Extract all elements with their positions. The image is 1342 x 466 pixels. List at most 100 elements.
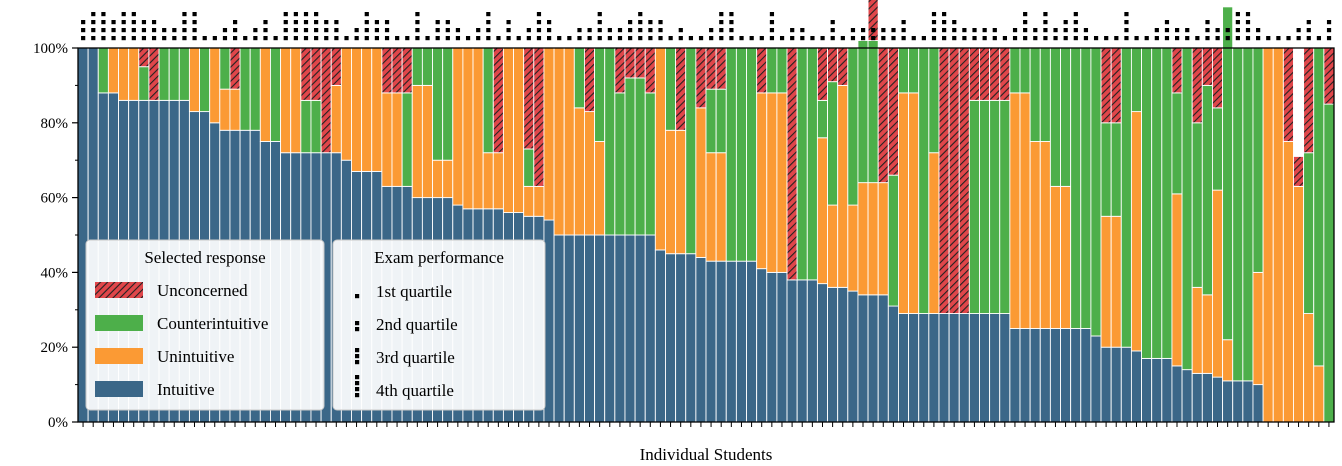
legend-title: Selected response (144, 248, 265, 267)
quartile-dot (283, 36, 288, 41)
quartile-dot (354, 36, 359, 41)
quartile-dot (790, 36, 795, 41)
bar-segment-intuitive (1009, 328, 1021, 423)
bar-segment-counterintuitive (1090, 47, 1102, 337)
bar-segment-intuitive (827, 286, 839, 423)
quartile-dot (334, 36, 339, 41)
quartile-dot (314, 28, 319, 33)
quartile-dot (1326, 20, 1332, 25)
bar-segment-intuitive (715, 260, 727, 423)
bar-segment-unconcerned (310, 47, 322, 101)
quartile-dot (536, 28, 542, 33)
quartile-dot (1043, 28, 1048, 33)
quartile-dot (1164, 36, 1170, 41)
quartile-dot (678, 28, 683, 33)
bar-segment-unconcerned (837, 47, 849, 86)
bar-segment-unconcerned (533, 47, 545, 187)
quartile-dot (1306, 36, 1311, 41)
quartile-dot (800, 28, 805, 33)
quartile-dot (719, 36, 724, 41)
bar-segment-counterintuitive (1120, 47, 1132, 348)
quartile-dot (283, 28, 288, 33)
quartile-dot (314, 12, 319, 17)
quartile-dot (1256, 28, 1261, 33)
quartile-dot (1083, 28, 1089, 33)
quartile-dot (658, 36, 663, 41)
bar-segment-unintuitive (188, 47, 200, 113)
bar-segment-counterintuitive (1039, 47, 1051, 142)
bar-segment-intuitive (665, 253, 677, 423)
quartile-dot (1124, 12, 1129, 17)
bar-segment-unintuitive (877, 182, 889, 296)
bar-segment-unconcerned (675, 47, 687, 131)
bar-segment-counterintuitive (776, 47, 788, 94)
quartile-dot (1286, 36, 1291, 41)
bar-segment-intuitive (746, 260, 758, 423)
y-tick-label: 80% (41, 116, 69, 132)
quartile-dot (800, 36, 805, 41)
bar-segment-intuitive (999, 313, 1011, 423)
quartile-dot (415, 36, 420, 41)
quartile-dot (1185, 36, 1190, 41)
quartile-dot (233, 36, 238, 41)
bar-segment-unintuitive (1110, 215, 1122, 348)
quartile-dot (871, 28, 876, 33)
bar-segment-intuitive (786, 279, 798, 423)
quartile-dot (364, 20, 369, 25)
legend-quartile-dot (355, 381, 360, 386)
bar-segment-counterintuitive (573, 47, 585, 109)
bar-segment-counterintuitive (1009, 47, 1021, 94)
bar-segment-unconcerned (979, 47, 991, 101)
quartile-dot (334, 28, 339, 33)
bar-segment-intuitive (1070, 328, 1082, 423)
bar-segment-counterintuitive (199, 47, 211, 113)
quartile-dot (445, 28, 450, 33)
quartile-dot (1073, 12, 1078, 17)
bar-segment-unintuitive (502, 47, 515, 214)
bar-segment-counterintuitive (1232, 47, 1244, 382)
bar-segment-intuitive (928, 313, 940, 423)
bar-segment-unconcerned (756, 47, 768, 94)
quartile-dot (81, 36, 86, 41)
bar-segment-counterintuitive (594, 47, 606, 142)
quartile-dot (1134, 36, 1139, 41)
quartile-dot (1205, 20, 1210, 25)
bar-segment-counterintuitive (1060, 47, 1072, 187)
bar-segment-intuitive (1141, 357, 1153, 423)
quartile-dot (1266, 36, 1271, 41)
quartile-dot (141, 20, 147, 25)
bar-segment-unintuitive (1211, 189, 1224, 378)
bar-segment-unintuitive (756, 92, 768, 270)
bar-segment-unintuitive (898, 92, 910, 314)
bar-segment-intuitive (1029, 328, 1041, 423)
bar-segment-unintuitive (1191, 286, 1203, 374)
bar-segment-unintuitive (219, 88, 231, 131)
bar-segment-intuitive (948, 313, 960, 423)
quartile-dot (830, 20, 835, 25)
quartile-dot (151, 28, 157, 33)
bar-segment-unconcerned (634, 47, 646, 79)
quartile-dot (739, 36, 744, 41)
bar-segment-unintuitive (776, 92, 788, 273)
quartile-dot (830, 36, 835, 41)
bar-segment-intuitive (877, 294, 889, 423)
quartile-dot (628, 20, 633, 25)
quartile-dots-group (81, 12, 1332, 41)
bar-segment-unconcerned (1100, 47, 1112, 124)
quartile-dot (1053, 28, 1058, 33)
quartile-dot (861, 28, 866, 33)
quartile-dot (1012, 28, 1018, 33)
bar-segment-intuitive (1130, 350, 1143, 423)
bar-segment-unintuitive (381, 92, 393, 187)
bar-segment-intuitive (1090, 335, 1102, 423)
quartile-dot (709, 36, 714, 41)
quartile-dot (243, 36, 248, 41)
quartile-dot (769, 28, 775, 33)
quartile-dot (283, 20, 288, 25)
bar-segment-counterintuitive (816, 99, 828, 139)
quartile-dot (992, 28, 997, 33)
quartile-dot (233, 20, 238, 25)
legend-label-q1: 1st quartile (376, 282, 452, 301)
bar-segment-unintuitive (1100, 215, 1112, 348)
quartile-dot (1164, 28, 1170, 33)
